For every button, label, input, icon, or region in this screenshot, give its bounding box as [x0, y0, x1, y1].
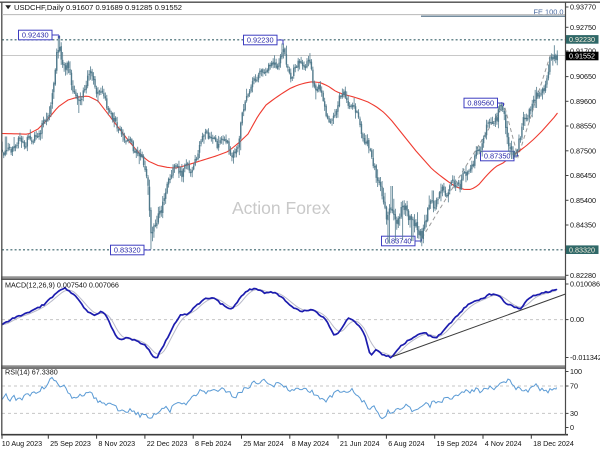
svg-text:8 May 2024: 8 May 2024: [292, 439, 330, 448]
svg-text:0.83320: 0.83320: [569, 245, 595, 254]
svg-text:0.82280: 0.82280: [570, 271, 596, 280]
svg-text:0.83320: 0.83320: [114, 246, 141, 255]
svg-text:10 Aug 2023: 10 Aug 2023: [2, 439, 42, 448]
svg-text:100: 100: [570, 367, 582, 376]
svg-text:22 Dec 2023: 22 Dec 2023: [147, 439, 188, 448]
svg-text:0.91552: 0.91552: [569, 52, 595, 61]
svg-text:0.90650: 0.90650: [570, 72, 596, 81]
svg-text:0.85400: 0.85400: [570, 196, 596, 205]
svg-text:0.87500: 0.87500: [570, 146, 596, 155]
svg-text:0.83740: 0.83740: [385, 237, 412, 246]
svg-text:0.91700: 0.91700: [570, 47, 596, 56]
svg-text:25 Mar 2024: 25 Mar 2024: [243, 439, 283, 448]
svg-text:USDCHF,Daily 0.91607 0.91689: USDCHF,Daily 0.91607 0.91689 0.91285 0.9…: [14, 3, 182, 12]
svg-text:19 Sep 2024: 19 Sep 2024: [437, 439, 478, 448]
svg-text:0.92230: 0.92230: [569, 35, 595, 44]
svg-text:30: 30: [570, 409, 578, 418]
svg-text:0.00: 0.00: [570, 315, 584, 324]
svg-text:0.86450: 0.86450: [570, 171, 596, 180]
svg-text:0.92230: 0.92230: [247, 36, 274, 45]
svg-text:0.92430: 0.92430: [22, 31, 49, 40]
svg-text:MACD(12,26,9) 0.007540 0.00706: MACD(12,26,9) 0.007540 0.007066: [5, 280, 119, 289]
svg-text:21 Jun 2024: 21 Jun 2024: [340, 439, 380, 448]
svg-text:0.93770: 0.93770: [570, 3, 596, 12]
svg-text:0.92750: 0.92750: [570, 23, 596, 32]
svg-text:6 Aug 2024: 6 Aug 2024: [388, 439, 424, 448]
svg-text:18 Dec 2024: 18 Dec 2024: [533, 439, 574, 448]
svg-text:4 Nov 2024: 4 Nov 2024: [485, 439, 522, 448]
svg-text:0.88550: 0.88550: [570, 122, 596, 131]
svg-text:0.84350: 0.84350: [570, 221, 596, 230]
svg-text:0.010086: 0.010086: [570, 280, 600, 289]
svg-text:0.87350: 0.87350: [484, 152, 511, 161]
svg-text:70: 70: [570, 382, 578, 391]
svg-text:Action Forex: Action Forex: [232, 198, 330, 218]
svg-text:-0.011342: -0.011342: [570, 353, 600, 362]
svg-text:FE 100.0: FE 100.0: [534, 7, 564, 16]
svg-text:0.89560: 0.89560: [467, 99, 494, 108]
svg-text:RSI(14) 67.3380: RSI(14) 67.3380: [5, 367, 58, 376]
svg-text:25 Sep 2023: 25 Sep 2023: [50, 439, 91, 448]
svg-text:8 Feb 2024: 8 Feb 2024: [195, 439, 231, 448]
svg-text:0.89600: 0.89600: [570, 97, 596, 106]
svg-text:8 Nov 2023: 8 Nov 2023: [98, 439, 135, 448]
svg-text:0: 0: [570, 423, 574, 432]
